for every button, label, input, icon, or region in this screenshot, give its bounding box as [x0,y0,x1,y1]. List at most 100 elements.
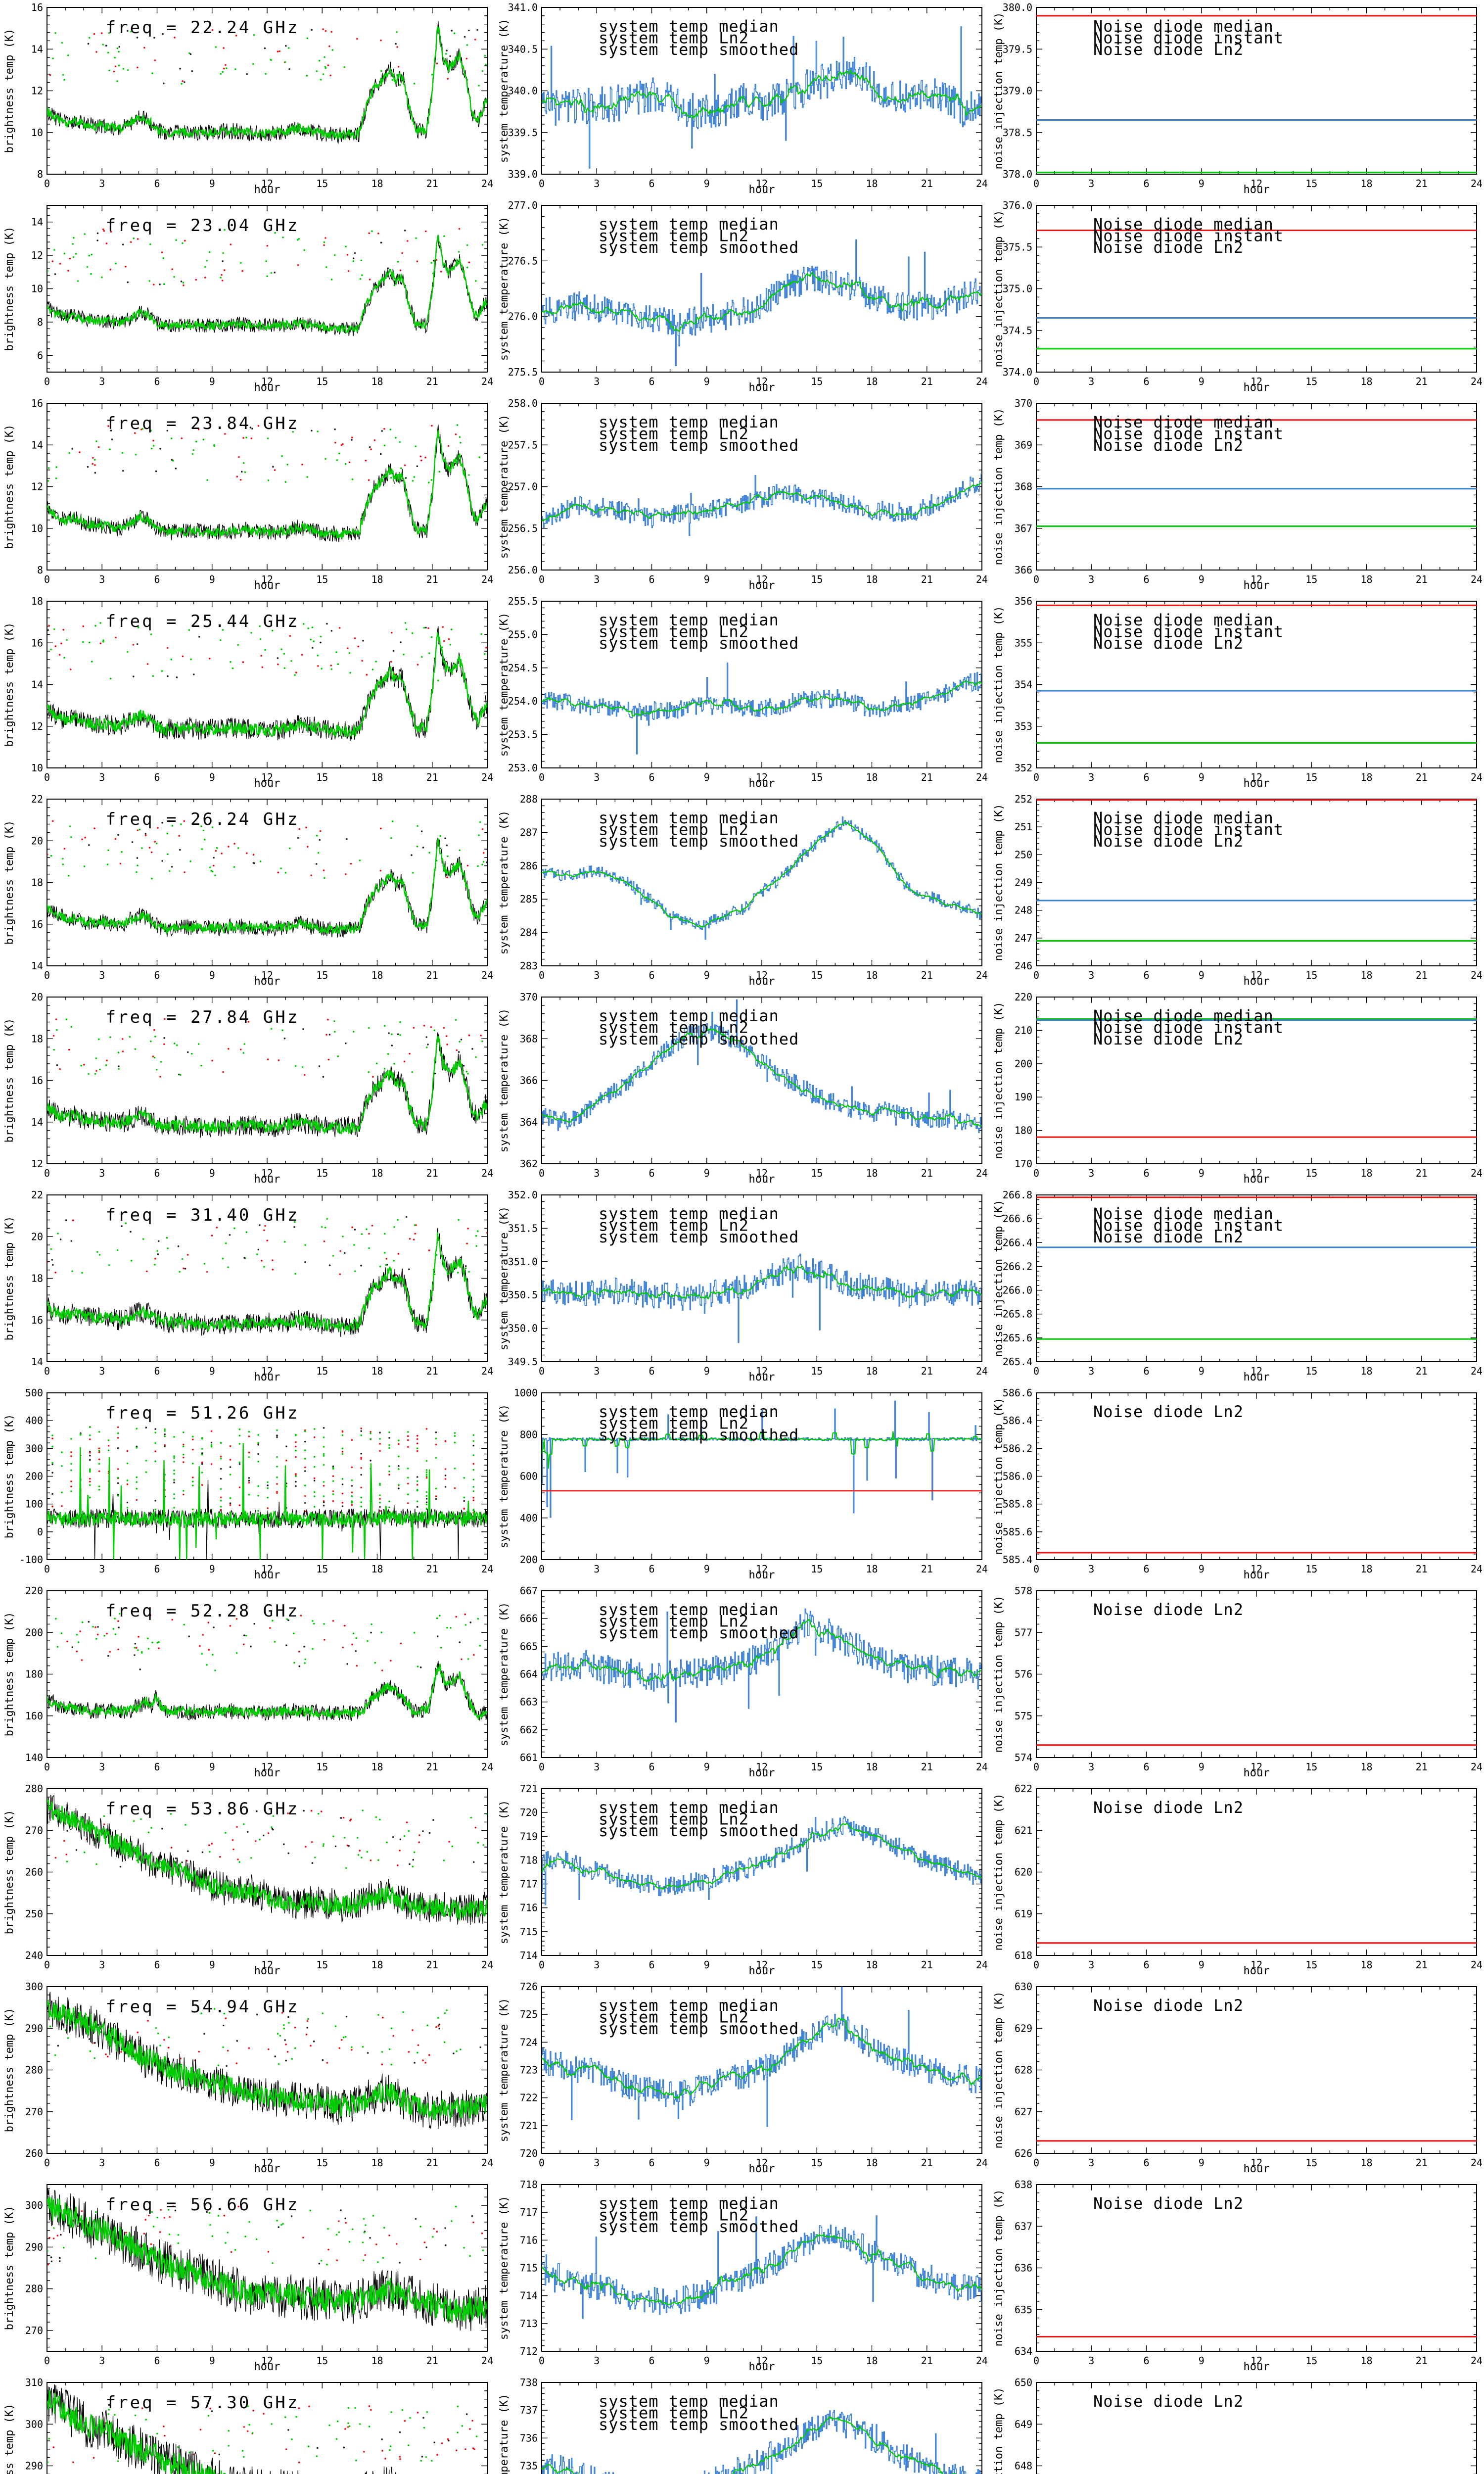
svg-text:369: 369 [1015,439,1032,451]
noise-diode-plot: 0 3 6 9 12 15 18 21 24 374.0 374.5 375.0 375.5 376.0 h… [993,199,1483,394]
svg-text:21: 21 [921,178,933,190]
svg-text:257.0: 257.0 [508,481,538,493]
svg-text:8: 8 [37,168,43,180]
svg-text:3: 3 [99,969,105,981]
legend-entry: system temp Ln2 [599,2205,749,2224]
plot-row-11: 0 3 6 9 12 15 18 21 24 260 270 280 290 300 hour brightn… [0,1979,1484,2177]
y-axis-label: system temperature (K) [498,415,510,559]
y-axis-label: system temperature (K) [498,1800,510,1944]
svg-text:0: 0 [1033,1365,1039,1377]
svg-text:288: 288 [520,793,538,805]
svg-text:340.5: 340.5 [508,43,538,55]
svg-text:12: 12 [1251,771,1262,783]
svg-text:0: 0 [44,1563,50,1575]
brightness-temp-plot: 0 3 6 9 12 15 18 21 24260270280290300hourbrightn… [3,1981,493,2175]
svg-text:9: 9 [704,376,710,387]
svg-text:9: 9 [1199,376,1205,387]
x-axis-label: hour [254,1173,280,1186]
svg-text:374.5: 374.5 [1003,325,1032,336]
svg-text:140: 140 [25,1752,43,1763]
svg-text:18: 18 [866,1365,878,1377]
svg-text:15: 15 [1305,1563,1317,1575]
legend-entry: system temp smoothed [599,1030,799,1048]
svg-text:575: 575 [1015,1710,1032,1722]
y-axis-label: brightness temp (K) [3,820,16,945]
svg-text:15: 15 [316,178,328,190]
svg-text:6: 6 [154,376,160,387]
svg-text:6: 6 [1143,1365,1149,1377]
legend-entry: system temp median [599,611,779,629]
plot-row-8: 0 3 6 9 12 15 18 21 24 -100 0 100 200 300 400 500 hour br… [0,1385,1484,1583]
svg-text:366: 366 [1015,564,1032,576]
system-temp-cell: 0 3 6 9 12 15 18 21 24 200 400 600 800 1000 hour system… [495,1385,989,1583]
svg-text:6: 6 [154,771,160,783]
svg-text:253.5: 253.5 [508,729,538,741]
svg-text:378.5: 378.5 [1003,127,1032,139]
svg-text:586.0: 586.0 [1003,1471,1032,1482]
svg-text:9: 9 [704,573,710,585]
svg-text:10: 10 [31,523,43,534]
svg-text:3: 3 [594,573,600,585]
svg-text:248: 248 [1015,904,1032,916]
svg-text:18: 18 [866,573,878,585]
svg-text:3: 3 [594,1365,600,1377]
svg-text:266.4: 266.4 [1003,1237,1032,1248]
x-axis-label: hour [1244,2163,1270,2175]
svg-text:3: 3 [1088,178,1094,190]
svg-text:0: 0 [539,376,545,387]
svg-text:276.0: 276.0 [508,311,538,323]
svg-text:3: 3 [99,1365,105,1377]
svg-text:12: 12 [1251,1563,1262,1575]
svg-text:18: 18 [371,178,383,190]
legend-entry: Noise diode median [1093,1204,1274,1223]
svg-text:283: 283 [520,960,538,972]
svg-text:0: 0 [1033,771,1039,783]
svg-text:275.5: 275.5 [508,366,538,378]
svg-text:258.0: 258.0 [508,397,538,409]
svg-text:0: 0 [44,376,50,387]
svg-text:18: 18 [1360,178,1372,190]
svg-text:6: 6 [154,1167,160,1179]
svg-text:3: 3 [99,1167,105,1179]
svg-text:255.5: 255.5 [508,595,538,607]
system-temp-cell: 0 3 6 9 12 15 18 21 24 339.0 339.5 340.0 340.5 341.0 h… [495,0,989,198]
freq-title: freq = 57.30 GHz [106,2393,300,2413]
svg-text:21: 21 [921,1365,933,1377]
svg-text:6: 6 [154,1563,160,1575]
noise-diode-cell: 0 3 6 9 12 15 18 21 24 574 575 576 577 578 hour noise i… [989,1583,1484,1781]
svg-text:15: 15 [1305,1167,1317,1179]
svg-text:24: 24 [976,376,988,387]
svg-text:15: 15 [811,1167,823,1179]
svg-text:24: 24 [976,1563,988,1575]
svg-text:18: 18 [1360,1563,1372,1575]
svg-text:1000: 1000 [514,1387,538,1399]
plot-row-2: 0 3 6 9 12 15 18 21 24 6 8 10 12 14 hour brightness tem… [0,198,1484,396]
freq-title: freq = 22.24 GHz [106,18,300,38]
freq-title: freq = 54.94 GHz [106,1997,300,2017]
svg-text:12: 12 [756,771,768,783]
x-axis-label: hour [254,1569,280,1581]
svg-text:0: 0 [539,178,545,190]
legend-entry: system temp median [599,17,779,36]
freq-title: freq = 27.84 GHz [106,1007,300,1027]
x-axis-label: hour [1244,1767,1270,1779]
svg-text:249: 249 [1015,877,1032,889]
svg-text:368: 368 [1015,481,1032,493]
plot-row-6: 0 3 6 9 12 15 18 21 24 12 14 16 18 20 hour brightness t… [0,990,1484,1188]
y-axis-label: system temperature (K) [498,1602,510,1746]
svg-text:0: 0 [37,1526,43,1538]
svg-text:15: 15 [1305,376,1317,387]
svg-text:18: 18 [371,1563,383,1575]
brightness-temp-cell: 0 3 6 9 12 15 18 21 24 10 12 14 16 18 hour brightness t… [0,594,495,792]
svg-text:9: 9 [209,1563,215,1575]
svg-text:16: 16 [31,1314,43,1326]
brightness-temp-cell: 0 3 6 9 12 15 18 21 24 14 16 18 20 22 hour brightness t… [0,1188,495,1385]
system-temp-plot: 0 3 6 9 12 15 18 21 24712713714715716717718hours… [498,2179,988,2373]
svg-text:351.5: 351.5 [508,1222,538,1234]
svg-text:287: 287 [520,826,538,838]
legend-entry: Noise diode instant [1093,1018,1284,1037]
svg-text:15: 15 [316,1365,328,1377]
svg-text:220: 220 [25,1585,43,1597]
svg-text:100: 100 [25,1498,43,1510]
svg-text:160: 160 [25,1710,43,1722]
